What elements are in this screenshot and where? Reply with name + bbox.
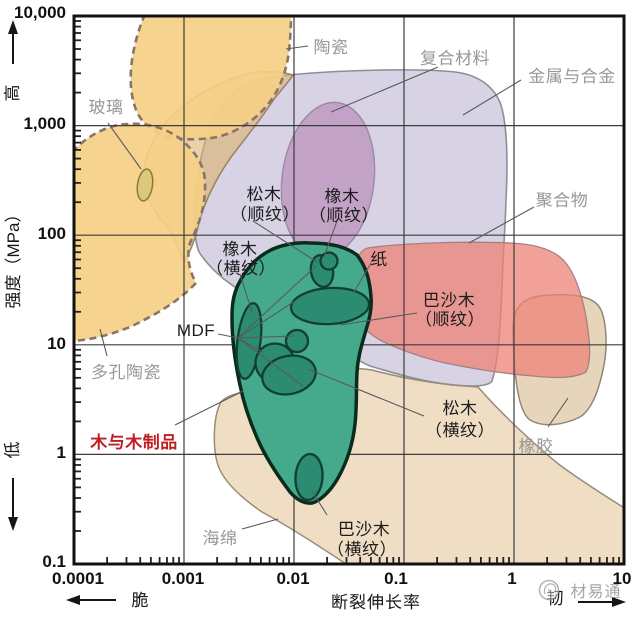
svg-text:聚合物: 聚合物: [536, 191, 589, 210]
svg-text:10: 10: [47, 334, 66, 353]
svg-text:MDF: MDF: [177, 321, 215, 340]
svg-text:玻璃: 玻璃: [89, 98, 124, 117]
svg-text:0.01: 0.01: [276, 569, 309, 588]
svg-text:韧: 韧: [547, 589, 564, 608]
svg-text:脆: 脆: [132, 591, 149, 610]
svg-text:10,000: 10,000: [14, 3, 66, 22]
svg-text:海绵: 海绵: [203, 529, 238, 548]
svg-text:（横纹）: （横纹）: [327, 540, 397, 559]
svg-text:断裂伸长率: 断裂伸长率: [331, 593, 421, 612]
svg-text:纸: 纸: [370, 250, 388, 269]
svg-text:0.1: 0.1: [42, 552, 66, 571]
svg-text:材易通: 材易通: [570, 583, 621, 601]
svg-text:10: 10: [613, 569, 632, 588]
svg-text:（顺纹）: （顺纹）: [415, 310, 485, 329]
svg-text:0.001: 0.001: [162, 569, 205, 588]
svg-text:巴沙木: 巴沙木: [338, 520, 391, 539]
svg-text:橡木: 橡木: [223, 240, 258, 259]
svg-text:巴沙木: 巴沙木: [423, 291, 476, 310]
svg-text:0.0001: 0.0001: [52, 569, 104, 588]
svg-text:（横纹）: （横纹）: [425, 421, 495, 440]
svg-text:复合材料: 复合材料: [420, 49, 490, 68]
svg-text:低: 低: [3, 442, 22, 459]
svg-text:0.1: 0.1: [384, 569, 408, 588]
svg-text:1: 1: [507, 569, 516, 588]
svg-text:（顺纹）: （顺纹）: [230, 205, 300, 224]
svg-text:木与木制品: 木与木制品: [89, 433, 178, 452]
svg-text:（顺纹）: （顺纹）: [309, 206, 379, 225]
svg-text:陶瓷: 陶瓷: [314, 38, 349, 57]
svg-text:松木: 松木: [443, 399, 478, 418]
svg-text:多孔陶瓷: 多孔陶瓷: [91, 363, 161, 382]
svg-text:强度（MPa）: 强度（MPa）: [4, 206, 23, 309]
svg-text:松木: 松木: [247, 185, 282, 204]
svg-text:100: 100: [38, 224, 66, 243]
svg-text:高: 高: [3, 85, 22, 102]
svg-text:橡胶: 橡胶: [519, 437, 554, 456]
svg-text:橡木: 橡木: [325, 187, 360, 206]
svg-text:1: 1: [57, 443, 66, 462]
svg-text:1,000: 1,000: [23, 114, 66, 133]
svg-text:金属与合金: 金属与合金: [528, 67, 616, 86]
svg-text:（横纹）: （横纹）: [206, 259, 276, 278]
